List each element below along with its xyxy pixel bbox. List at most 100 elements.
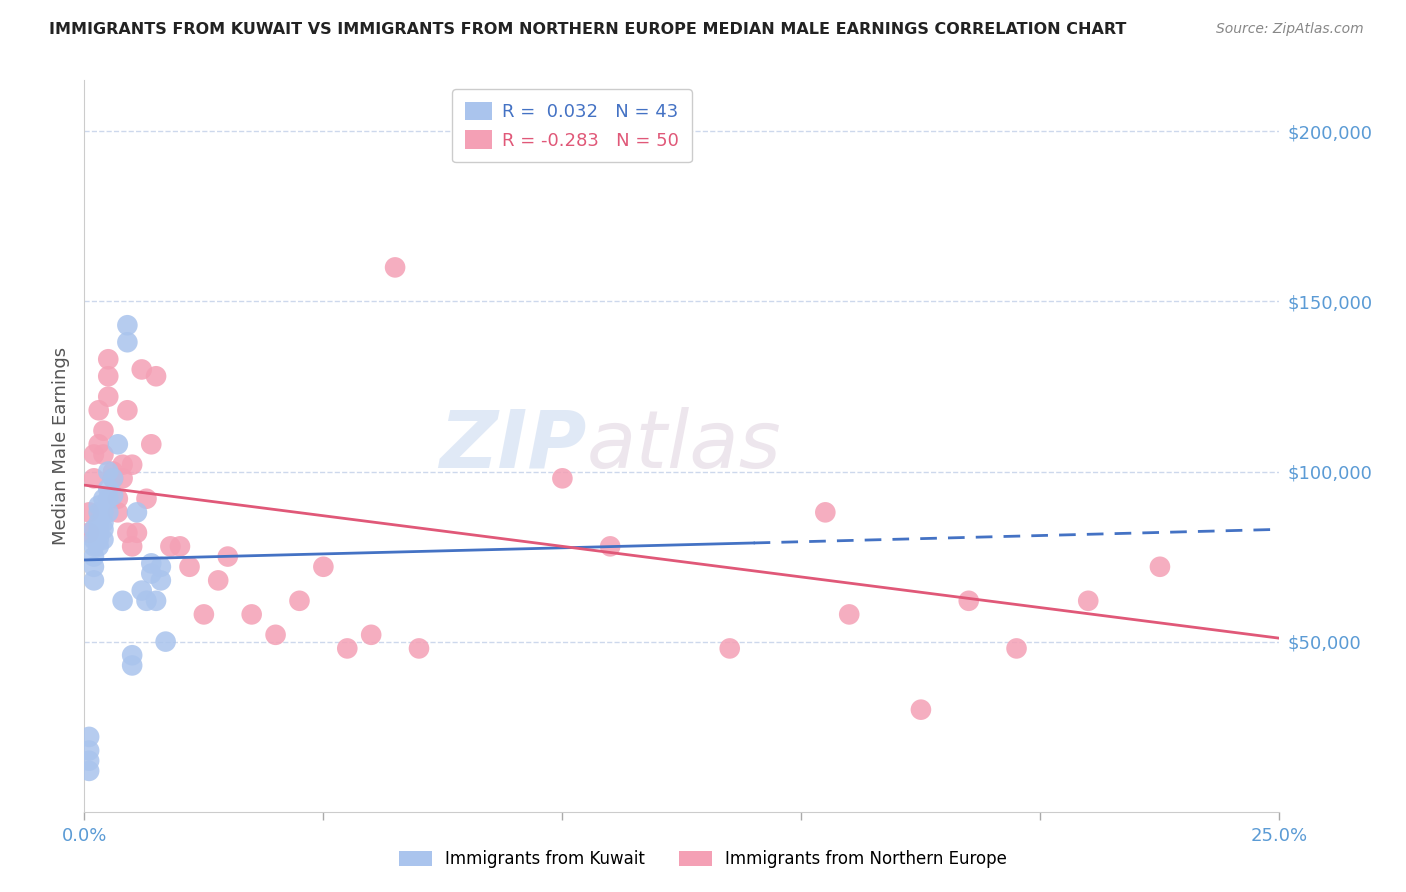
Point [77, 764, 100, 778]
Y-axis label: Median Male Earnings: Median Male Earnings [52, 347, 70, 545]
Text: Source: ZipAtlas.com: Source: ZipAtlas.com [1216, 22, 1364, 37]
Point [83, 471, 105, 485]
Point [87, 499, 110, 513]
Point [97, 369, 120, 384]
Point [93, 448, 115, 462]
Point [312, 559, 335, 574]
Point [93, 516, 115, 530]
Text: IMMIGRANTS FROM KUWAIT VS IMMIGRANTS FROM NORTHERN EUROPE MEDIAN MALE EARNINGS C: IMMIGRANTS FROM KUWAIT VS IMMIGRANTS FRO… [49, 22, 1126, 37]
Point [217, 549, 239, 564]
Point [121, 458, 143, 472]
Point [77, 505, 100, 519]
Point [240, 607, 263, 622]
Point [141, 566, 163, 581]
Point [97, 390, 120, 404]
Point [77, 730, 100, 744]
Point [159, 540, 181, 554]
Point [408, 641, 430, 656]
Point [1005, 641, 1028, 656]
Point [957, 594, 980, 608]
Point [117, 318, 139, 333]
Point [193, 607, 215, 622]
Point [336, 641, 359, 656]
Point [97, 482, 120, 496]
Point [83, 540, 105, 554]
Point [111, 458, 134, 472]
Point [93, 522, 115, 536]
Point [718, 641, 741, 656]
Point [111, 594, 134, 608]
Text: atlas: atlas [586, 407, 782, 485]
Point [87, 437, 110, 451]
Point [264, 628, 287, 642]
Point [87, 533, 110, 547]
Point [83, 559, 105, 574]
Point [97, 352, 120, 367]
Point [838, 607, 860, 622]
Point [121, 540, 143, 554]
Point [87, 540, 110, 554]
Point [121, 658, 143, 673]
Point [117, 525, 139, 540]
Point [93, 424, 115, 438]
Point [288, 594, 311, 608]
Point [125, 525, 148, 540]
Point [145, 369, 167, 384]
Point [83, 574, 105, 588]
Point [169, 540, 191, 554]
Point [83, 549, 105, 564]
Point [83, 533, 105, 547]
Point [97, 491, 120, 506]
Legend: Immigrants from Kuwait, Immigrants from Northern Europe: Immigrants from Kuwait, Immigrants from … [392, 844, 1014, 875]
Point [131, 362, 153, 376]
Point [551, 471, 574, 485]
Point [87, 516, 110, 530]
Point [360, 628, 382, 642]
Point [1077, 594, 1099, 608]
Point [77, 743, 100, 757]
Point [384, 260, 406, 275]
Point [77, 754, 100, 768]
Point [93, 505, 115, 519]
Point [145, 594, 167, 608]
Point [93, 533, 115, 547]
Point [155, 634, 177, 648]
Point [107, 491, 129, 506]
Point [179, 559, 201, 574]
Point [97, 465, 120, 479]
Point [1149, 559, 1171, 574]
Point [141, 557, 163, 571]
Point [207, 574, 229, 588]
Point [101, 471, 124, 485]
Point [83, 448, 105, 462]
Point [131, 583, 153, 598]
Point [87, 505, 110, 519]
Point [814, 505, 837, 519]
Point [149, 574, 172, 588]
Text: ZIP: ZIP [439, 407, 586, 485]
Point [93, 491, 115, 506]
Point [135, 491, 157, 506]
Point [107, 437, 129, 451]
Point [135, 594, 157, 608]
Point [141, 437, 163, 451]
Point [599, 540, 621, 554]
Point [87, 525, 110, 540]
Point [87, 522, 110, 536]
Point [101, 488, 124, 502]
Point [83, 522, 105, 536]
Point [111, 471, 134, 485]
Point [910, 703, 932, 717]
Legend: R =  0.032   N = 43, R = -0.283   N = 50: R = 0.032 N = 43, R = -0.283 N = 50 [451, 89, 692, 162]
Point [77, 525, 100, 540]
Point [125, 505, 148, 519]
Point [117, 403, 139, 417]
Point [121, 648, 143, 663]
Point [101, 465, 124, 479]
Point [87, 403, 110, 417]
Point [117, 335, 139, 350]
Point [101, 471, 124, 485]
Point [107, 505, 129, 519]
Point [149, 559, 172, 574]
Point [97, 505, 120, 519]
